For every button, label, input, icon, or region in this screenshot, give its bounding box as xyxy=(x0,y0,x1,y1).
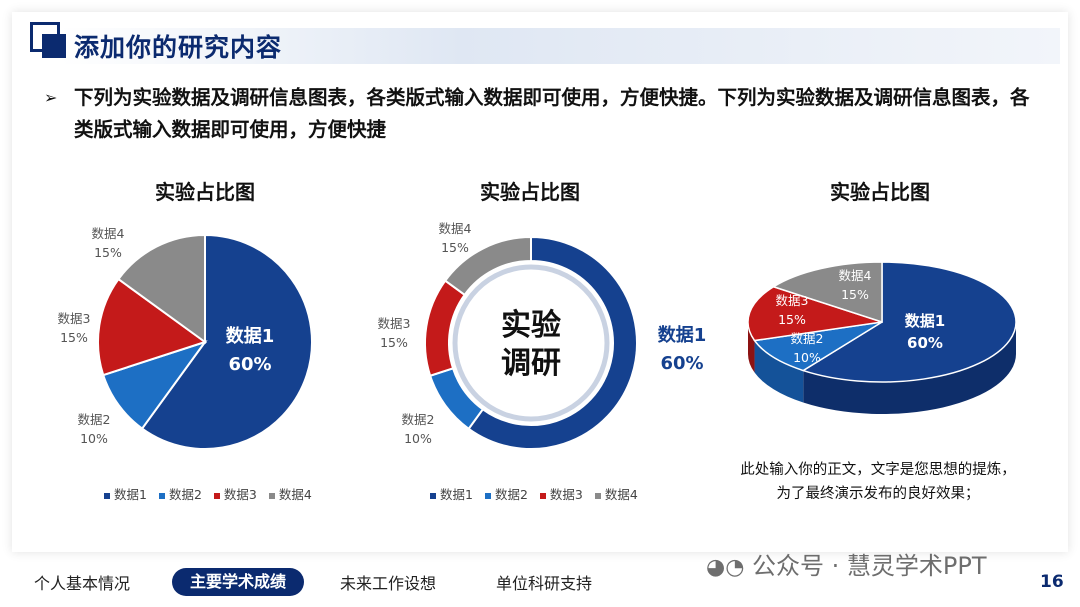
donut-inner-ring xyxy=(452,264,610,422)
donut-slice-1 xyxy=(467,235,638,450)
legend-item-1: 数据1 xyxy=(430,484,473,503)
legend-item-4: 数据4 xyxy=(594,484,638,503)
legend-label: 数据1 xyxy=(440,487,473,502)
pie1-label-name-2: 数据2 xyxy=(78,412,111,427)
pie3d-label-value-1: 60% xyxy=(907,334,943,352)
nav-item-achievements[interactable]: 主要学术成绩 xyxy=(172,568,304,596)
watermark-text: 公众号 · 慧灵学术PPT xyxy=(752,552,987,580)
pie1-label-value-2: 10% xyxy=(80,431,108,446)
legend-item-3: 数据3 xyxy=(213,484,257,503)
chart1-legend: 数据1 数据2 数据3 数据4 xyxy=(104,484,312,503)
donut-center-text-2: 调研 xyxy=(501,346,561,381)
bullet-arrow-icon: ➢ xyxy=(44,88,58,107)
pie3d-label-value-3: 15% xyxy=(778,312,806,327)
chart2-title: 实验占比图 xyxy=(480,180,580,204)
pie3d-slice-4 xyxy=(771,261,883,324)
donut-label-name-2: 数据2 xyxy=(402,412,435,427)
donut-slice-4 xyxy=(443,235,532,297)
chart1-title: 实验占比图 xyxy=(155,180,255,204)
donut-label-value-4: 15% xyxy=(441,240,469,255)
intro-paragraph: 下列为实验数据及调研信息图表，各类版式输入数据即可使用，方便快捷。下列为实验数据… xyxy=(74,86,1030,141)
pie3d-label-value-2: 10% xyxy=(793,350,821,365)
legend-label: 数据1 xyxy=(114,487,147,502)
title-square-icon xyxy=(30,22,66,58)
page-title: 添加你的研究内容 xyxy=(74,33,283,62)
donut-hole xyxy=(458,270,604,416)
pie1-label-name-3: 数据3 xyxy=(58,311,91,326)
pie3d-slice-3 xyxy=(747,285,883,342)
donut-label-name-1: 数据1 xyxy=(658,324,707,346)
body-note: 此处输入你的正文，文字是您思想的提炼， 为了最终演示发布的良好效果； xyxy=(718,458,1038,506)
chart3-title: 实验占比图 xyxy=(830,180,930,204)
donut-label-value-2: 10% xyxy=(404,431,432,446)
pie3d-slice-1 xyxy=(801,261,1017,383)
pie1-label-name-1: 数据1 xyxy=(226,325,275,347)
pie3d-label-name-3: 数据3 xyxy=(776,293,809,308)
legend-label: 数据3 xyxy=(549,487,583,502)
legend-item-2: 数据2 xyxy=(484,484,528,503)
pie3d-slice-2 xyxy=(753,321,883,372)
pie1-label-value-1: 60% xyxy=(228,354,271,375)
pie3d-side-3 xyxy=(748,322,755,373)
bottom-nav: 个人基本情况 主要学术成绩 未来工作设想 单位科研支持 xyxy=(0,566,1080,598)
pie3d-label-name-2: 数据2 xyxy=(791,331,824,346)
legend-label: 数据2 xyxy=(494,487,528,502)
chart2-legend: 数据1 数据2 数据3 数据4 xyxy=(430,484,638,503)
donut-label-value-1: 60% xyxy=(660,353,703,374)
nav-item-future[interactable]: 未来工作设想 xyxy=(340,574,437,593)
legend-item-2: 数据2 xyxy=(158,484,202,503)
pie1-slice-1 xyxy=(140,233,313,450)
donut-center-text-1: 实验 xyxy=(501,308,561,343)
pie1-label-value-3: 15% xyxy=(60,330,88,345)
legend-item-1: 数据1 xyxy=(104,484,147,503)
title-bar xyxy=(60,28,1060,64)
legend-item-4: 数据4 xyxy=(268,484,312,503)
pie3d-label-value-4: 15% xyxy=(841,287,869,302)
donut-label-name-4: 数据4 xyxy=(439,221,472,236)
note-line-1: 此处输入你的正文，文字是您思想的提炼， xyxy=(740,462,1016,478)
legend-item-3: 数据3 xyxy=(539,484,583,503)
legend-label: 数据2 xyxy=(168,487,202,502)
nav-item-support[interactable]: 单位科研支持 xyxy=(496,574,593,593)
watermark: ◕◔ 公众号 · 慧灵学术PPT xyxy=(706,546,987,581)
pie1-label-value-4: 15% xyxy=(94,245,122,260)
note-line-2: 为了最终演示发布的良好效果； xyxy=(776,486,980,502)
page-number: 16 xyxy=(1040,572,1064,592)
donut-label-name-3: 数据3 xyxy=(378,316,411,331)
legend-label: 数据4 xyxy=(604,487,638,502)
pie3d-label-name-1: 数据1 xyxy=(905,312,945,330)
pie3d-label-name-4: 数据4 xyxy=(839,268,872,283)
donut-label-value-3: 15% xyxy=(380,335,408,350)
nav-item-personal[interactable]: 个人基本情况 xyxy=(34,574,131,593)
pie3d-side-1 xyxy=(803,322,1016,414)
legend-label: 数据4 xyxy=(278,487,312,502)
pie1-slice-3 xyxy=(97,277,208,377)
pie1-slice-4 xyxy=(117,233,206,344)
pie3d-side-2 xyxy=(754,340,804,403)
legend-label: 数据3 xyxy=(223,487,257,502)
pie1-label-name-4: 数据4 xyxy=(92,226,125,241)
wechat-icon: ◕◔ xyxy=(706,555,745,580)
